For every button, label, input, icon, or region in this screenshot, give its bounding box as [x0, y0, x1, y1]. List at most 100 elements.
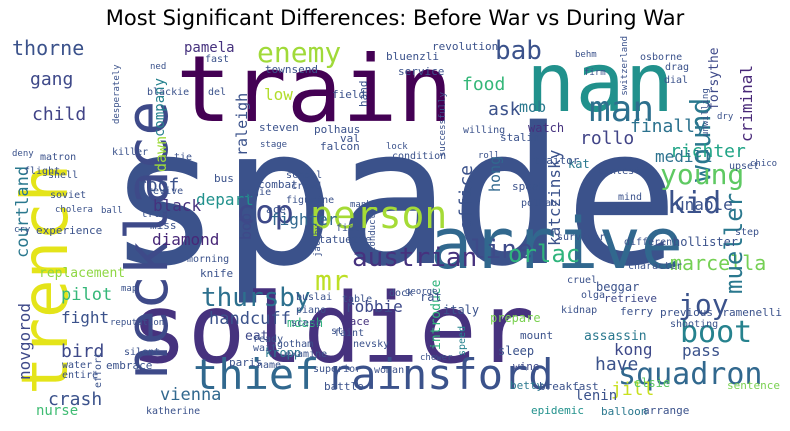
cloud-word: orlac [508, 240, 580, 268]
cloud-word: fist [336, 223, 360, 234]
cloud-word: arrange [643, 404, 689, 417]
cloud-word: chico [750, 159, 777, 169]
cloud-word: sleep [498, 344, 534, 358]
cloud-word: joy [678, 288, 729, 321]
cloud-word: child [32, 104, 86, 125]
cloud-word: bab [495, 36, 542, 66]
cloud-word: nevsky [353, 339, 389, 350]
cloud-word: pamela [184, 40, 235, 56]
cloud-word: service [398, 65, 444, 78]
cloud-word: person [310, 193, 447, 237]
cloud-word: switzerland [620, 36, 630, 96]
cloud-word: speed [457, 326, 468, 356]
cloud-word: experience [36, 224, 102, 237]
cloud-word: buslai [296, 292, 332, 303]
cloud-word: austrian [352, 243, 477, 273]
cloud-word: field [332, 88, 365, 101]
cloud-word: sentence [727, 379, 780, 392]
cloud-word: dock [389, 288, 413, 299]
cloud-word: trench [9, 164, 83, 395]
cloud-word: mueller [720, 193, 748, 294]
cloud-word: wait [253, 343, 277, 354]
cloud-word: replacement [39, 266, 125, 281]
cloud-word: crowd [291, 181, 321, 192]
cloud-word: nurse [36, 403, 78, 419]
cloud-word: miss [150, 219, 177, 232]
cloud-word: raleigh [233, 93, 251, 156]
cloud-word: fight [61, 308, 109, 327]
cloud-word: vienna [160, 385, 221, 405]
cloud-word: italy [443, 303, 479, 317]
cloud-word: map [121, 284, 137, 294]
cloud-word: unable [675, 195, 733, 214]
cloud-word: train [176, 36, 453, 143]
cloud-word: battle [324, 380, 364, 393]
cloud-word: fighter [270, 210, 338, 229]
cloud-word: osborne [640, 52, 682, 63]
cloud-word: mob [519, 98, 546, 116]
cloud-word: ramenelli [722, 306, 782, 319]
cloud-word: table [342, 294, 372, 305]
cloud-word: man [589, 89, 654, 130]
cloud-word: flight [24, 166, 60, 177]
cloud-word: different [624, 237, 678, 248]
cloud-word: thorne [12, 36, 84, 60]
cloud-word: speak [512, 180, 545, 193]
cloud-word: rainsford [326, 350, 554, 399]
cloud-word: kidnap [561, 305, 597, 316]
cloud-word: nan [526, 36, 674, 131]
cloud-word: roll [478, 151, 500, 161]
cloud-word: condition [392, 151, 446, 162]
cloud-word: townsend [265, 63, 318, 76]
cloud-word: conductor [368, 203, 378, 252]
cloud-word: mind [618, 192, 642, 203]
cloud-word: race [343, 315, 370, 328]
cloud-word: watch [528, 121, 564, 135]
cloud-word: epidemic [531, 404, 584, 417]
cloud-word: forsythe [707, 47, 722, 110]
cloud-word: rat [420, 290, 442, 304]
cloud-word: office [456, 165, 477, 230]
cloud-word: mount [520, 329, 553, 342]
cloud-word: polhau [521, 198, 557, 209]
cloud-word: katherine [146, 406, 200, 417]
cloud-word: cholera [55, 205, 93, 215]
cloud-word: olga [581, 290, 605, 301]
cloud-word: wound [684, 98, 717, 182]
cloud-word: ask [488, 99, 521, 120]
cloud-word: mr [315, 264, 349, 297]
cloud-word: unwilling [701, 88, 711, 137]
cloud-word: val [340, 132, 360, 145]
cloud-word: upset [729, 161, 759, 172]
cloud-word: spade [107, 87, 679, 308]
cloud-word: steven [259, 121, 299, 134]
cloud-word: low [264, 85, 293, 104]
cloud-word: finally [630, 116, 706, 137]
cloud-word: bus [214, 172, 234, 185]
cloud-word: reputation [110, 318, 164, 328]
cloud-word: school [286, 170, 322, 181]
cloud-word: chewer [420, 353, 453, 363]
cloud-word: ned [150, 62, 166, 72]
cloud-word: examine [285, 349, 327, 360]
cloud-word: drag [665, 62, 689, 73]
cloud-word: entire [62, 370, 98, 381]
cloud-word: novgorod [15, 303, 34, 380]
cloud-word: scene [291, 318, 321, 329]
cloud-word: line [470, 235, 533, 265]
word-cloud: spade soldier train nan trench necklace arrive… [9, 36, 782, 425]
cloud-word: pilot [61, 285, 112, 305]
cloud-word: traitor [533, 154, 580, 167]
cloud-word: morning [187, 254, 229, 265]
cloud-word: robbie [345, 297, 403, 316]
cloud-word: katczinsky [545, 149, 564, 246]
cloud-word: embrace [106, 359, 152, 372]
cloud-word: statuette [312, 233, 372, 246]
cloud-word: lock [386, 142, 408, 152]
cloud-word: contest [598, 166, 640, 177]
cloud-word: kat [568, 157, 590, 171]
cloud-word: previous [660, 306, 713, 319]
cloud-word: richter [670, 141, 746, 162]
cloud-word: jacoby [313, 224, 323, 257]
cloud-word: beggar [596, 280, 639, 294]
